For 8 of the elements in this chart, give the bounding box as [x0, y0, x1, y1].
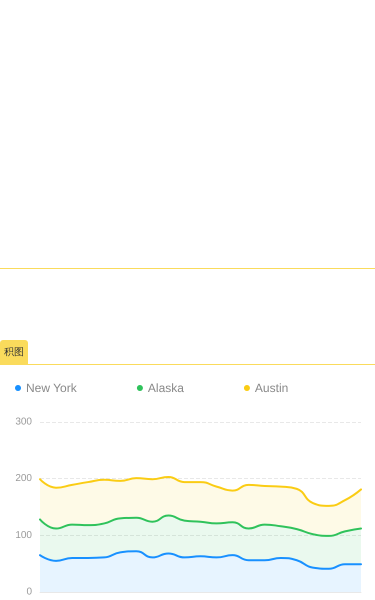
y-tick-label: 300	[15, 416, 32, 428]
y-tick-label: 0	[26, 586, 32, 598]
y-tick-label: 100	[15, 530, 32, 541]
tab-bar: 积图	[0, 268, 375, 365]
legend-label: Alaska	[148, 381, 184, 395]
legend-label: Austin	[254, 381, 288, 395]
legend-label: New York	[26, 381, 78, 395]
y-tick-label: 200	[15, 473, 32, 484]
